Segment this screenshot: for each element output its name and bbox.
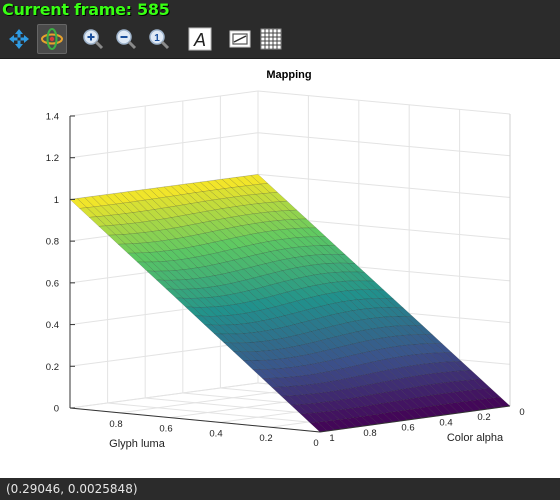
toggle-grid-button[interactable] (256, 24, 286, 54)
zoom-in-button[interactable] (78, 24, 108, 54)
rotate-3d-button[interactable] (37, 24, 67, 54)
z-tick-label: 1 (54, 195, 59, 206)
zoom-in-icon (82, 28, 104, 50)
x-tick-label: 0.6 (401, 423, 414, 434)
gridline (258, 91, 510, 114)
y-tick-label: 0.2 (259, 433, 272, 444)
x-tick-label: 0 (519, 407, 524, 418)
z-tick-label: 0.2 (46, 362, 59, 373)
pan-button[interactable] (4, 24, 34, 54)
y-tick-label: 0 (313, 438, 318, 449)
x-tick-label: 1 (329, 433, 334, 444)
status-bar: (0.29046, 0.0025848) (0, 478, 560, 500)
gridline (258, 174, 510, 197)
surface-plot[interactable]: Mapping 0 0.2 0.4 0.6 0.8 1 1.2 1.4 0 0.2 0.4 0.6 0.… (0, 59, 560, 478)
legend-icon (228, 27, 252, 51)
chart-title: Mapping (266, 69, 311, 81)
y-axis-label: Glyph luma (109, 438, 166, 450)
z-tick-label: 1.2 (46, 153, 59, 164)
x-tick-label: 0.4 (439, 417, 452, 428)
text-icon: A (188, 27, 212, 51)
z-tick-label: 0 (54, 404, 59, 415)
gridline (70, 91, 258, 116)
cursor-coordinates: (0.29046, 0.0025848) (6, 482, 138, 496)
figure-canvas[interactable]: Mapping 0 0.2 0.4 0.6 0.8 1 1.2 1.4 0 0.2 0.4 0.6 0.… (0, 59, 560, 478)
frame-counter-overlay: Current frame: 585 (2, 0, 170, 19)
y-tick-label: 0.6 (159, 424, 172, 435)
gridline (70, 133, 258, 158)
insert-text-button[interactable]: A (185, 24, 215, 54)
zoom-out-button[interactable] (111, 24, 141, 54)
svg-text:1: 1 (154, 33, 160, 44)
y-tick-label: 0.4 (209, 428, 222, 439)
rotate-3d-icon (40, 27, 64, 51)
figure-toolbar: 1 A (0, 20, 560, 59)
x-axis-label: Color alpha (447, 432, 504, 444)
surface-mesh (70, 174, 510, 432)
grid-icon (259, 27, 283, 51)
z-tick-label: 0.4 (46, 320, 59, 331)
zoom-out-icon (115, 28, 137, 50)
z-tick-label: 0.8 (46, 237, 59, 248)
insert-legend-button[interactable] (225, 24, 255, 54)
y-tick-label: 0.8 (109, 419, 122, 430)
x-tick-label: 0.2 (477, 412, 490, 423)
gridline (258, 133, 510, 156)
pan-icon (8, 28, 30, 50)
svg-text:A: A (193, 30, 206, 50)
zoom-reset-icon: 1 (148, 28, 170, 50)
gridline (70, 383, 258, 408)
zoom-reset-button[interactable]: 1 (144, 24, 174, 54)
z-tick-label: 0.6 (46, 278, 59, 289)
z-tick-label: 1.4 (46, 112, 59, 123)
x-tick-label: 0.8 (363, 428, 376, 439)
